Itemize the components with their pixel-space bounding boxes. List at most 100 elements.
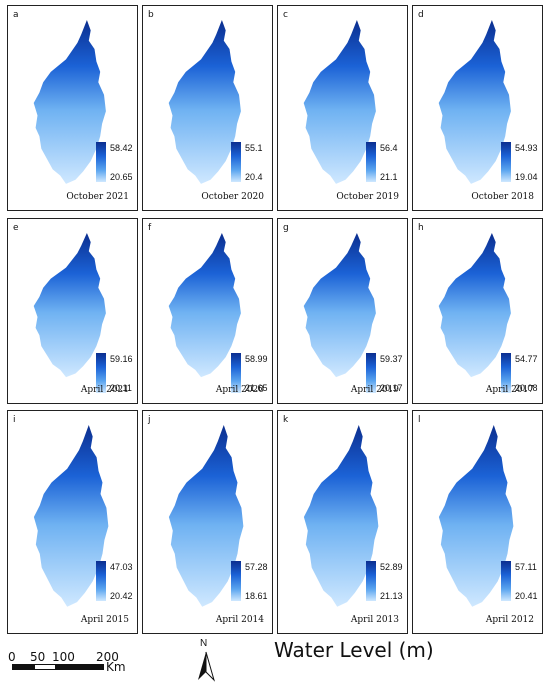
scale-bar: 0 50 100 200 Km [8,650,168,680]
panel-date: April 2019 [350,385,399,395]
panel-date: April 2020 [215,385,264,395]
legend-color-ramp [501,353,511,393]
panel-letter: h [418,223,424,233]
basin-shape [168,425,244,607]
basin-shape [168,233,241,378]
map-panel-j: j 57.28 18.61 April 2014 [142,410,273,634]
scale-label-50: 50 [30,650,46,664]
panel-letter: e [13,223,19,233]
basin-map [303,425,379,607]
panel-letter: a [13,10,19,20]
basin-map [168,425,244,607]
basin-shape [33,425,109,607]
legend-min-value: 20.08 [515,383,538,393]
basin-map [303,20,376,184]
basin-shape [168,20,241,184]
basin-map [33,20,106,184]
legend-max-value: 54.93 [515,143,538,153]
scale-unit: Km [106,660,126,674]
panel-date: April 2012 [485,615,534,625]
basin-shape [438,20,511,184]
legend-min-value: 18.61 [245,591,268,601]
panel-letter: j [148,415,151,425]
legend-min-value: 20.41 [515,591,538,601]
panel-letter: b [148,10,154,20]
legend-min-value: 20.65 [110,172,133,182]
legend-title: Water Level (m) [274,638,434,662]
basin-shape [303,20,376,184]
legend-color-ramp [96,561,106,601]
panel-date: April 2014 [215,615,264,625]
basin-shape [438,425,514,607]
legend-color-ramp [231,353,241,393]
legend-min-value: 20.4 [245,172,263,182]
panel-date: April 2015 [80,615,129,625]
map-panel-f: f 58.99 21.65 April 2020 [142,218,273,404]
map-panel-c: c 56.4 21.1 October 2019 [277,5,408,211]
legend-color-ramp [96,353,106,393]
legend-max-value: 54.77 [515,354,538,364]
map-panel-g: g 59.37 20.17 April 2019 [277,218,408,404]
map-panel-b: b 55.1 20.4 October 2020 [142,5,273,211]
legend-min-value: 19.04 [515,172,538,182]
north-label: N [200,638,208,649]
legend-color-ramp [501,561,511,601]
scale-segment-1 [12,664,34,670]
panel-date: October 2021 [66,192,129,202]
basin-map [168,20,241,184]
legend-color-ramp [501,142,511,182]
panel-letter: d [418,10,424,20]
basin-map [438,425,514,607]
legend-min-value: 20.42 [110,591,133,601]
map-panel-a: a 58.42 20.65 October 2021 [7,5,138,211]
legend-max-value: 56.4 [380,143,398,153]
basin-shape [33,20,106,184]
legend-color-ramp [96,142,106,182]
map-panel-l: l 57.11 20.41 April 2012 [412,410,543,634]
basin-map [33,425,109,607]
legend-min-value: 21.65 [245,383,268,393]
panel-letter: i [13,415,16,425]
legend-max-value: 52.89 [380,562,403,572]
basin-map [438,233,511,378]
legend-color-ramp [366,353,376,393]
panel-date: April 2017 [485,385,534,395]
panel-letter: l [418,415,421,425]
panel-letter: g [283,223,289,233]
map-panel-i: i 47.03 20.42 April 2015 [7,410,138,634]
basin-map [303,233,376,378]
panel-date: October 2019 [336,192,399,202]
scale-label-100: 100 [52,650,75,664]
map-panel-h: h 54.77 20.08 April 2017 [412,218,543,404]
legend-min-value: 21.13 [380,591,403,601]
legend-max-value: 47.03 [110,562,133,572]
legend-max-value: 58.99 [245,354,268,364]
panel-date: October 2020 [201,192,264,202]
basin-shape [438,233,511,378]
panel-letter: f [148,223,152,233]
legend-color-ramp [366,561,376,601]
north-arrow-icon: N [192,638,220,684]
basin-shape [303,233,376,378]
legend-color-ramp [231,561,241,601]
panel-date: April 2021 [80,385,129,395]
basin-shape [303,425,379,607]
panel-date: October 2018 [471,192,534,202]
panel-letter: c [283,10,288,20]
legend-max-value: 58.42 [110,143,133,153]
legend-color-ramp [366,142,376,182]
panel-date: April 2013 [350,615,399,625]
legend-max-value: 55.1 [245,143,263,153]
scale-segment-3 [56,664,104,670]
scale-label-200: 200 [96,650,119,664]
map-panel-d: d 54.93 19.04 October 2018 [412,5,543,211]
basin-shape [33,233,106,378]
legend-max-value: 59.16 [110,354,133,364]
basin-map [33,233,106,378]
basin-map [438,20,511,184]
legend-max-value: 57.28 [245,562,268,572]
map-panel-k: k 52.89 21.13 April 2013 [277,410,408,634]
legend-min-value: 21.1 [380,172,398,182]
panel-letter: k [283,415,289,425]
map-panel-e: e 59.16 20.11 April 2021 [7,218,138,404]
